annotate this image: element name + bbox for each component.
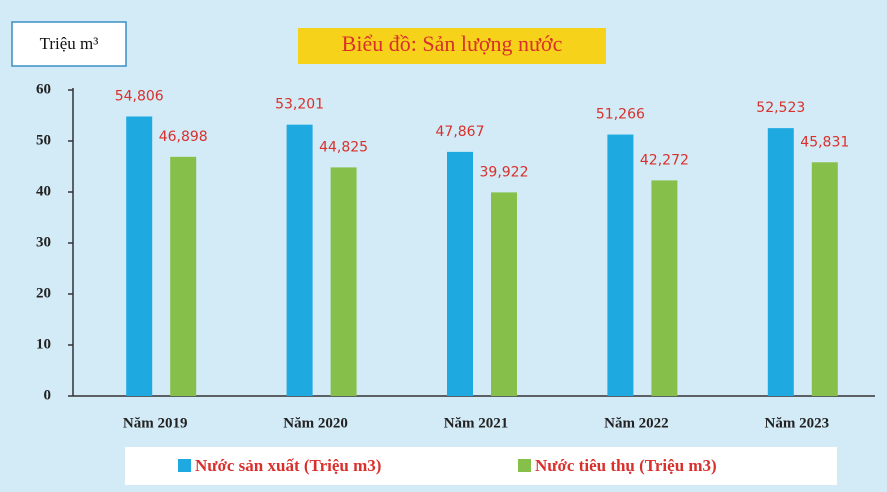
value-label: 39,922 [480,164,529,180]
legend-swatch [178,459,191,472]
y-tick-label: 30 [36,234,51,250]
x-tick-label: Năm 2021 [444,415,509,431]
unit-box [11,21,127,67]
bar [126,116,153,396]
legend-box [125,447,837,485]
x-tick-label: Năm 2022 [604,415,669,431]
value-label: 53,201 [275,97,324,113]
value-label: 42,272 [640,152,689,168]
title-box [298,28,606,64]
bar [651,180,678,396]
bar [607,134,634,396]
value-label: 54,806 [115,88,164,104]
y-tick-label: 60 [36,81,51,97]
value-label: 51,266 [596,107,645,123]
bar [811,162,838,396]
value-label: 52,523 [756,100,805,116]
bar [170,156,197,396]
x-tick-label: Năm 2020 [283,415,348,431]
legend-swatch [518,459,531,472]
value-label: 46,898 [159,129,208,145]
bar [767,128,794,397]
value-label: 44,825 [319,139,368,155]
y-tick-label: 50 [36,132,51,148]
bar [286,124,313,396]
x-tick-label: Năm 2023 [765,415,830,431]
y-tick-label: 20 [36,285,51,301]
chart-title: Biểu đồ: Sản lượng nước [342,31,563,56]
y-axis-label: Triệu m³ [40,34,99,53]
y-tick-label: 0 [44,387,52,403]
value-label: 45,831 [800,134,849,150]
bar [491,192,517,396]
y-tick-label: 40 [36,183,51,199]
legend-label: Nước tiêu thụ (Triệu m3) [535,456,717,475]
bar [330,167,357,396]
bar [447,151,473,396]
y-tick-label: 10 [36,336,51,352]
x-tick-label: Năm 2019 [123,415,188,431]
value-label: 47,867 [436,124,485,140]
legend-label: Nước sản xuất (Triệu m3) [195,456,381,475]
